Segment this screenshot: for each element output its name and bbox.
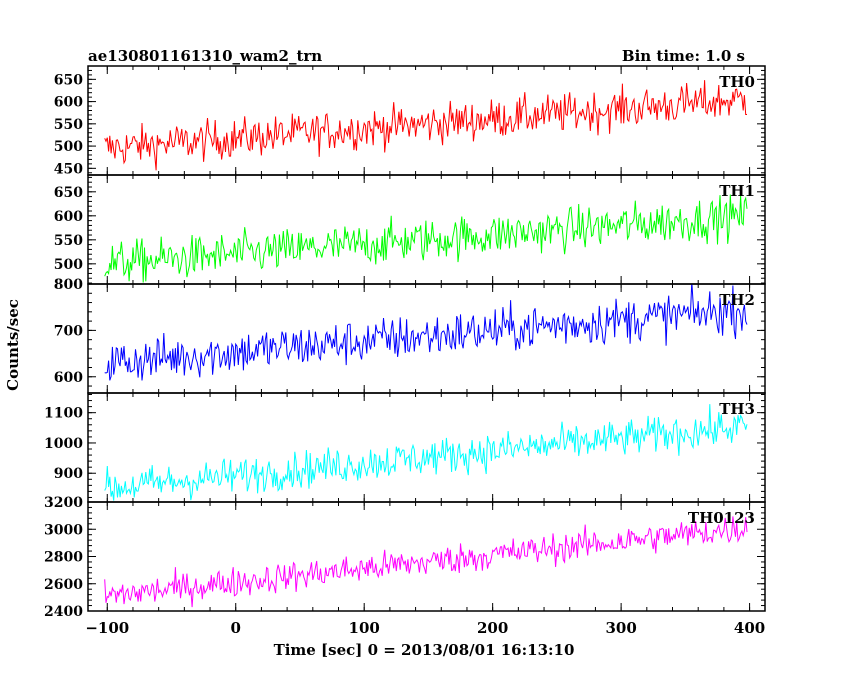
y-axis-label: Counts/sec	[4, 299, 22, 391]
x-tick-label: 0	[231, 619, 241, 637]
y-tick-label: 550	[54, 117, 83, 133]
y-tick-label: 1100	[44, 406, 83, 422]
y-tick-label: 3000	[44, 522, 83, 538]
panel-label-th1: TH1	[719, 182, 755, 200]
panel-frame	[87, 283, 766, 394]
panel-th0123: 2400 2600 2800 3000 3200 TH0123	[44, 495, 766, 620]
panels-group: 450 500 550 600 650 TH0 500 550 600 650 TH1 600 700 8…	[44, 65, 766, 620]
y-tick-label: 650	[54, 185, 83, 201]
panel-label-th2: TH2	[719, 291, 755, 309]
y-tick-label: 2600	[44, 577, 83, 593]
bin-time-label: Bin time: 1.0 s	[622, 47, 745, 65]
panel-th1: 500 550 600 650 TH1	[54, 174, 766, 285]
series-line-th1	[104, 194, 748, 283]
x-tick-label: 200	[477, 619, 508, 637]
y-tick-label: 500	[54, 257, 83, 273]
y-tick-label: 450	[54, 161, 83, 177]
panel-label-th3: TH3	[719, 400, 755, 418]
y-tick-label: 2400	[44, 604, 83, 620]
x-tick-label: 300	[605, 619, 636, 637]
panel-th3: 900 1000 1100 TH3	[44, 392, 766, 503]
panel-label-th0: TH0	[719, 73, 755, 91]
y-tick-label: 500	[54, 139, 83, 155]
panel-th0: 450 500 550 600 650 TH0	[54, 65, 766, 177]
y-tick-label: 900	[54, 466, 83, 482]
y-tick-label: 600	[54, 370, 83, 386]
panel-label-th0123: TH0123	[688, 509, 755, 527]
panel-frame	[87, 65, 766, 176]
x-axis-label: Time [sec] 0 = 2013/08/01 16:13:10	[274, 641, 575, 659]
y-tick-label: 1000	[44, 436, 83, 452]
series-line-th0123	[104, 516, 748, 608]
x-tick-label: 400	[734, 619, 765, 637]
y-tick-label: 3200	[44, 495, 83, 511]
y-tick-label: 2800	[44, 550, 83, 566]
y-tick-label: 550	[54, 233, 83, 249]
x-tick-label: 100	[349, 619, 380, 637]
series-line-th2	[104, 284, 748, 381]
x-tick-label: −100	[85, 619, 129, 637]
series-line-th3	[104, 404, 748, 501]
series-line-th0	[104, 80, 747, 171]
y-tick-label: 800	[54, 277, 83, 293]
x-axis: −100 0 100 200 300 400	[85, 619, 765, 637]
y-tick-label: 700	[54, 323, 83, 339]
y-tick-label: 650	[54, 72, 83, 88]
chart-title: ae130801161310_wam2_trn	[88, 47, 322, 65]
panel-th2: 600 700 800 TH2	[54, 277, 766, 394]
y-tick-label: 600	[54, 95, 83, 111]
y-tick-label: 600	[54, 209, 83, 225]
